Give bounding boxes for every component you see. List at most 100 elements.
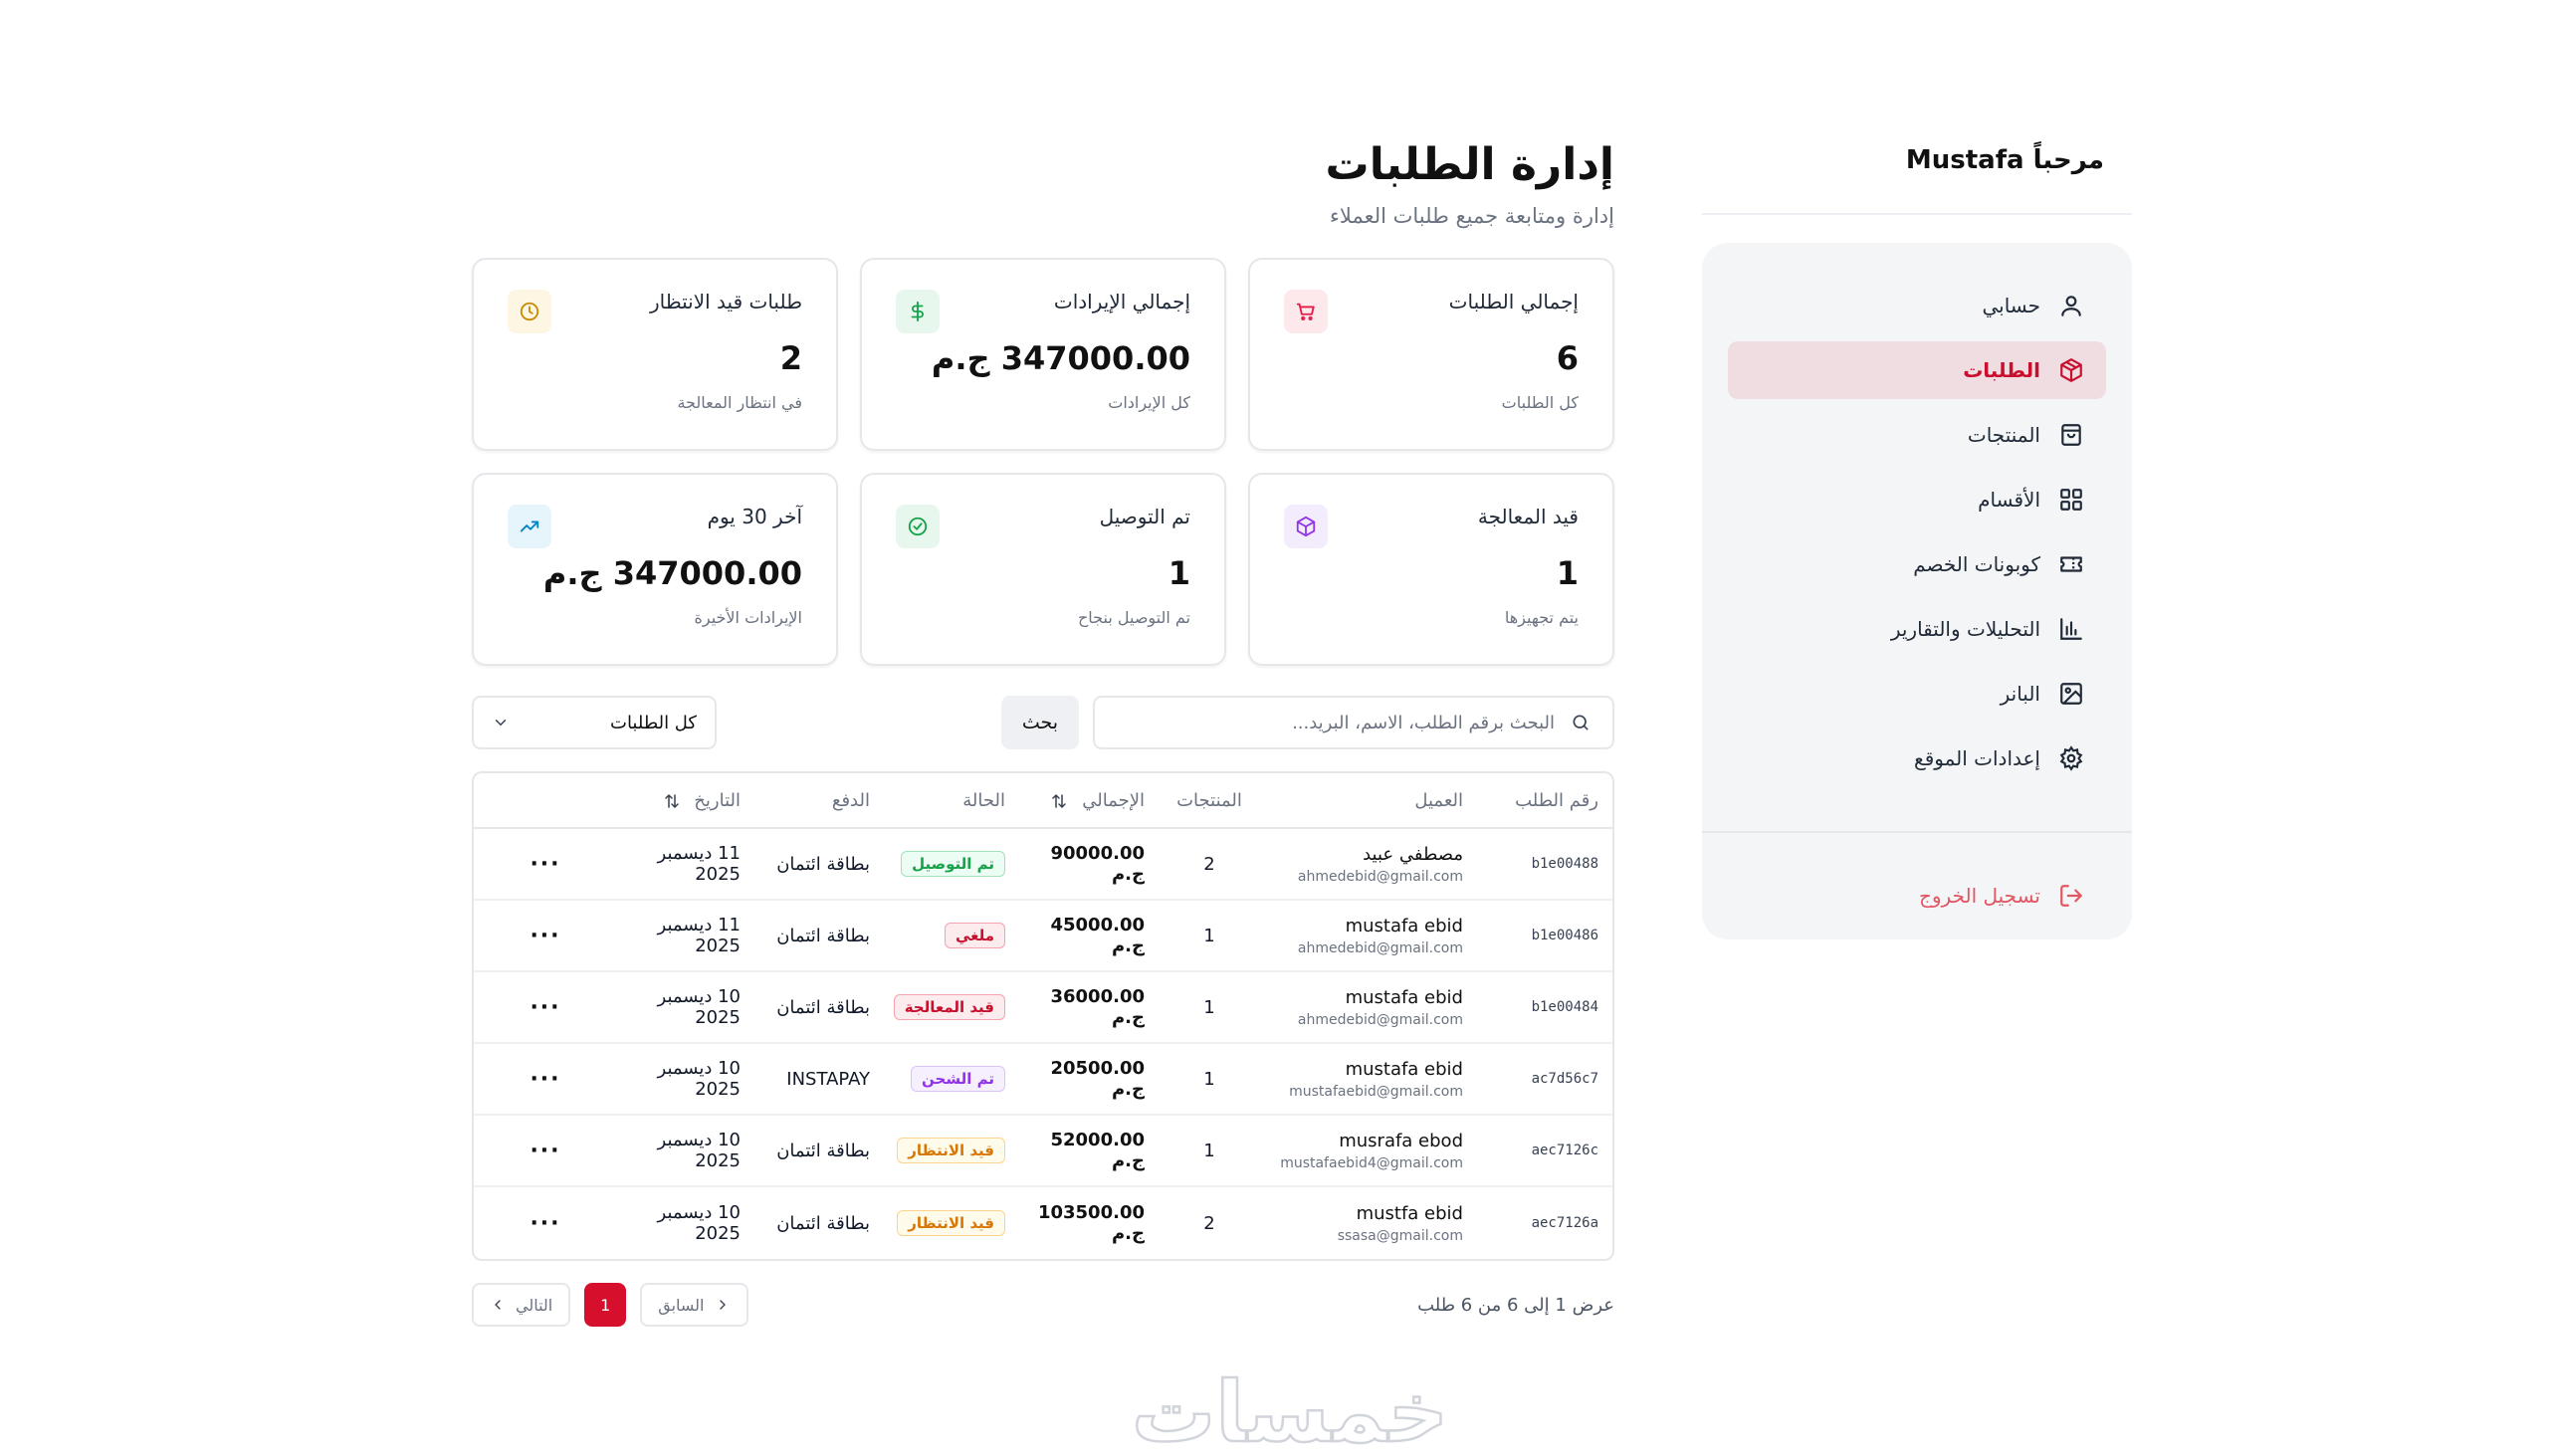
col-order-id: رقم الطلب <box>1515 789 1598 811</box>
pagination: السابق 1 التالي <box>472 1283 748 1327</box>
customer-email: mustafaebid4@gmail.com <box>1280 1154 1463 1171</box>
stats-grid: إجمالي الطلبات 6 كل الطلبات إجمالي الإير… <box>472 258 1614 666</box>
row-actions-button[interactable]: ··· <box>530 1138 561 1163</box>
order-total: 20500.00 ج.م <box>1050 1058 1145 1100</box>
sidebar-separator <box>1702 831 2132 833</box>
order-id: b1e00486 <box>1531 928 1598 943</box>
customer-email: ahmedebid@gmail.com <box>1297 939 1463 956</box>
status-cell: تم التوصيل <box>886 851 1025 877</box>
stat-label: إجمالي الطلبات <box>1448 290 1579 313</box>
stat-label: آخر 30 يوم <box>707 505 802 528</box>
stat-label: إجمالي الإيرادات <box>1053 290 1190 313</box>
col-date: التاريخ <box>694 789 741 811</box>
order-date: 11 ديسمبر 2025 <box>657 843 741 885</box>
stat-label: تم التوصيل <box>1099 505 1190 528</box>
status-badge: تم الشحن <box>911 1066 1005 1092</box>
stat-note: في انتظار المعالجة <box>677 393 802 412</box>
check-circle-icon <box>896 505 940 548</box>
row-actions-button[interactable]: ··· <box>530 1066 561 1092</box>
sidebar-item-label: إعدادات الموقع <box>1914 746 2040 770</box>
customer-name: mustfa ebid <box>1356 1202 1463 1224</box>
sidebar-item-label: البانر <box>2000 682 2040 706</box>
next-page-button[interactable]: التالي <box>472 1283 571 1327</box>
stat-card-total-orders: إجمالي الطلبات 6 كل الطلبات <box>1248 258 1614 451</box>
stat-label: قيد المعالجة <box>1477 505 1579 528</box>
order-date: 11 ديسمبر 2025 <box>657 915 741 956</box>
search-icon <box>1573 715 1589 730</box>
bag-icon <box>2061 424 2081 446</box>
status-badge: قيد الانتظار <box>897 1210 1005 1236</box>
payment-method: بطاقة ائتمان <box>776 996 870 1018</box>
grid-icon <box>2060 489 2082 511</box>
stat-card-total-revenue: إجمالي الإيرادات 347000.00 ج.م كل الإيرا… <box>860 258 1226 451</box>
table-row[interactable]: b1e00484 mustafa ebid ahmedebid@gmail.co… <box>474 972 1612 1044</box>
sidebar-item-products[interactable]: المنتجات <box>1728 406 2106 464</box>
stat-note: الإيرادات الأخيرة <box>694 608 802 627</box>
khamsat-watermark-logo: خمسات <box>1131 1362 1449 1449</box>
sidebar-item-account[interactable]: حسابي <box>1728 277 2106 334</box>
order-id: ac7d56c7 <box>1531 1071 1598 1087</box>
table-row[interactable]: aec7126c musrafa ebod mustafaebid4@gmail… <box>474 1116 1612 1187</box>
customer-name: mustafa ebid <box>1345 915 1463 936</box>
payment-method: بطاقة ائتمان <box>776 1140 870 1161</box>
products-count: 1 <box>1203 925 1215 946</box>
customer-name: musrafa ebod <box>1339 1130 1463 1151</box>
status-badge: قيد المعالجة <box>893 994 1005 1020</box>
row-actions-button[interactable]: ··· <box>530 994 561 1020</box>
col-total-sort[interactable]: الإجمالي <box>1025 790 1145 811</box>
customer-cell: mustfa ebid ssasa@gmail.com <box>1274 1203 1473 1244</box>
search-input[interactable] <box>1117 712 1555 733</box>
ticket-icon <box>2060 556 2082 572</box>
clock-icon <box>508 290 551 333</box>
main-content: إدارة الطلبات إدارة ومتابعة جميع طلبات ا… <box>472 129 1614 1327</box>
row-actions-button[interactable]: ··· <box>530 923 561 948</box>
customer-name: mustafa ebid <box>1345 1058 1463 1080</box>
table-row[interactable]: aec7126a mustfa ebid ssasa@gmail.com 2 1… <box>474 1187 1612 1259</box>
col-date-sort[interactable]: التاريخ <box>617 790 756 811</box>
chevron-down-icon <box>495 720 507 727</box>
stat-value: 1 <box>1556 554 1579 592</box>
sidebar-item-settings[interactable]: إعدادات الموقع <box>1728 729 2106 787</box>
stat-note: يتم تجهيزها <box>1504 608 1579 627</box>
watermark-text: خمسات <box>1132 1363 1448 1449</box>
table-row[interactable]: b1e00488 مصطفي عبيد ahmedebid@gmail.com … <box>474 829 1612 901</box>
stat-note: كل الإيرادات <box>1108 393 1190 412</box>
current-page-button[interactable]: 1 <box>584 1283 627 1327</box>
sidebar-item-coupons[interactable]: كوبونات الخصم <box>1728 535 2106 593</box>
sidebar-item-orders[interactable]: الطلبات <box>1728 341 2106 399</box>
status-cell: قيد الانتظار <box>886 1138 1025 1163</box>
payment-method: INSTAPAY <box>786 1068 870 1090</box>
stat-label: طلبات قيد الانتظار <box>649 290 802 313</box>
order-id: aec7126a <box>1531 1215 1598 1231</box>
order-id: b1e00488 <box>1531 856 1598 872</box>
products-count: 1 <box>1203 1140 1215 1161</box>
logout-button[interactable]: تسجيل الخروج <box>1728 867 2106 925</box>
order-date: 10 ديسمبر 2025 <box>657 1130 741 1171</box>
cart-icon <box>1284 290 1328 333</box>
chevron-left-icon <box>495 1300 501 1310</box>
cube-icon <box>1284 505 1328 548</box>
payment-method: بطاقة ائتمان <box>776 853 870 875</box>
sidebar-item-banner[interactable]: البانر <box>1728 665 2106 723</box>
stat-note: كل الطلبات <box>1501 393 1579 412</box>
trend-up-icon <box>508 505 551 548</box>
customer-cell: مصطفي عبيد ahmedebid@gmail.com <box>1274 844 1473 885</box>
row-actions-button[interactable]: ··· <box>530 1210 561 1236</box>
order-date: 10 ديسمبر 2025 <box>657 1202 741 1244</box>
sidebar-item-label: التحليلات والتقارير <box>1890 617 2040 641</box>
table-row[interactable]: b1e00486 mustafa ebid ahmedebid@gmail.co… <box>474 901 1612 972</box>
stat-value: 347000.00 ج.م <box>542 554 802 592</box>
table-row[interactable]: ac7d56c7 mustafa ebid mustafaebid@gmail.… <box>474 1044 1612 1116</box>
prev-page-button[interactable]: السابق <box>640 1283 748 1327</box>
customer-name: mustafa ebid <box>1345 986 1463 1008</box>
sidebar-item-analytics[interactable]: التحليلات والتقارير <box>1728 600 2106 658</box>
welcome-text: مرحباً Mustafa <box>1905 145 2104 175</box>
search-box[interactable] <box>1093 696 1614 749</box>
status-filter-select[interactable]: كل الطلبات <box>472 696 717 749</box>
products-count: 1 <box>1203 996 1215 1018</box>
search-button[interactable]: بحث <box>1001 696 1079 749</box>
sidebar-item-categories[interactable]: الأقسام <box>1728 471 2106 528</box>
products-count: 1 <box>1203 1068 1215 1090</box>
table-header: رقم الطلب العميل المنتجات الإجمالي الحال… <box>474 773 1612 829</box>
row-actions-button[interactable]: ··· <box>530 851 561 877</box>
